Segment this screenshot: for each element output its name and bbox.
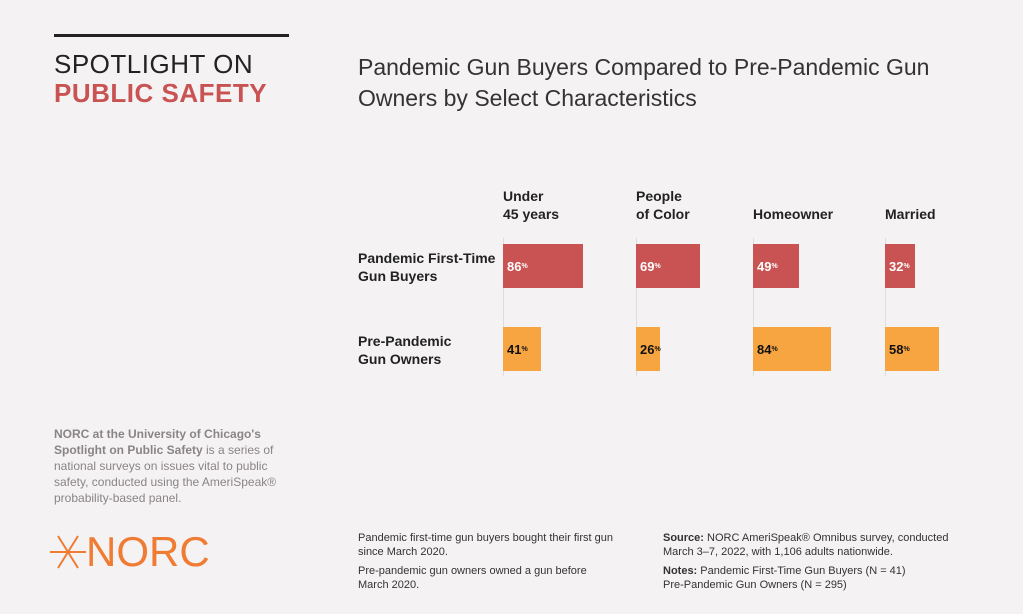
bar-value-label: 41 (507, 341, 522, 357)
series-label-line: Pre-Pandemic (358, 333, 452, 349)
percent-sign: % (903, 345, 910, 353)
bar: 41% (503, 327, 542, 371)
source-text: NORC AmeriSpeak® Omnibus survey, conduct… (663, 532, 949, 558)
definition-2: Pre-pandemic gun owners owned a gun befo… (358, 565, 587, 591)
category-label-line: 45 years (503, 206, 560, 222)
series-label-line: Gun Owners (358, 351, 442, 367)
notes-line1: Pandemic First-Time Gun Buyers (N = 41) (697, 565, 906, 577)
percent-sign: % (903, 262, 910, 270)
bar-value-label: 49 (757, 258, 772, 274)
chart-title: Pandemic Gun Buyers Compared to Pre-Pand… (358, 54, 930, 111)
category-label: Married (885, 187, 936, 223)
header-line2: PUBLIC SAFETY (54, 78, 268, 108)
axis-line (636, 238, 637, 376)
bar-value-label: 26 (640, 341, 655, 357)
category-label-line (885, 187, 936, 205)
bar-value-label: 86 (507, 258, 522, 274)
bar: 69% (636, 244, 701, 288)
about-bold: NORC at the University of Chicago's Spot… (54, 427, 261, 457)
category-label-line: People (636, 188, 682, 204)
category-label-line: of Color (636, 206, 690, 222)
percent-sign: % (654, 262, 661, 270)
source-label: Source: (663, 532, 704, 544)
bar: 84% (753, 327, 832, 371)
bar-value-label: 69 (640, 258, 655, 274)
percent-sign: % (521, 345, 528, 353)
axis-line (885, 238, 886, 376)
category-label-line (753, 187, 833, 205)
notes-line2: Pre-Pandemic Gun Owners (N = 295) (663, 579, 847, 591)
header-line1: SPOTLIGHT ON (54, 49, 254, 79)
bar: 86% (503, 244, 583, 288)
bar: 32% (885, 244, 915, 288)
sample-notes: Notes: Pandemic First-Time Gun Buyers (N… (663, 564, 953, 592)
category-label-line: Married (885, 206, 936, 222)
series-label: Pre-Pandemic Gun Owners (358, 332, 451, 368)
bar-value-label: 84 (757, 341, 772, 357)
axis-line (753, 238, 754, 376)
percent-sign: % (771, 262, 778, 270)
series-label-line: Pandemic First-Time (358, 250, 496, 266)
bar: 49% (753, 244, 799, 288)
definition-1: Pandemic first-time gun buyers bought th… (358, 532, 613, 558)
series-label-line: Gun Buyers (358, 268, 438, 284)
source-note: Source: NORC AmeriSpeak® Omnibus survey,… (663, 531, 953, 559)
header-rule (54, 34, 289, 37)
category-label-line: Homeowner (753, 206, 834, 222)
about-text: NORC at the University of Chicago's Spot… (54, 426, 279, 506)
about-rest: is a series of national surveys on issue… (54, 443, 277, 505)
notes-label: Notes: (663, 565, 698, 577)
category-label: People of Color (636, 187, 690, 223)
percent-sign: % (521, 262, 528, 270)
category-label-line: Under (503, 188, 544, 204)
bar: 58% (885, 327, 939, 371)
category-label: Under 45 years (503, 187, 559, 223)
bar: 26% (636, 327, 661, 371)
category-label: Homeowner (753, 187, 833, 223)
norc-logo: NORC (50, 528, 210, 576)
series-label: Pandemic First-Time Gun Buyers (358, 249, 495, 285)
star-icon (50, 535, 86, 569)
bar-value-label: 32 (889, 258, 904, 274)
axis-line (503, 238, 504, 376)
percent-sign: % (654, 345, 661, 353)
bar-value-label: 58 (889, 341, 904, 357)
percent-sign: % (771, 345, 778, 353)
logo-text: NORC (86, 528, 210, 575)
